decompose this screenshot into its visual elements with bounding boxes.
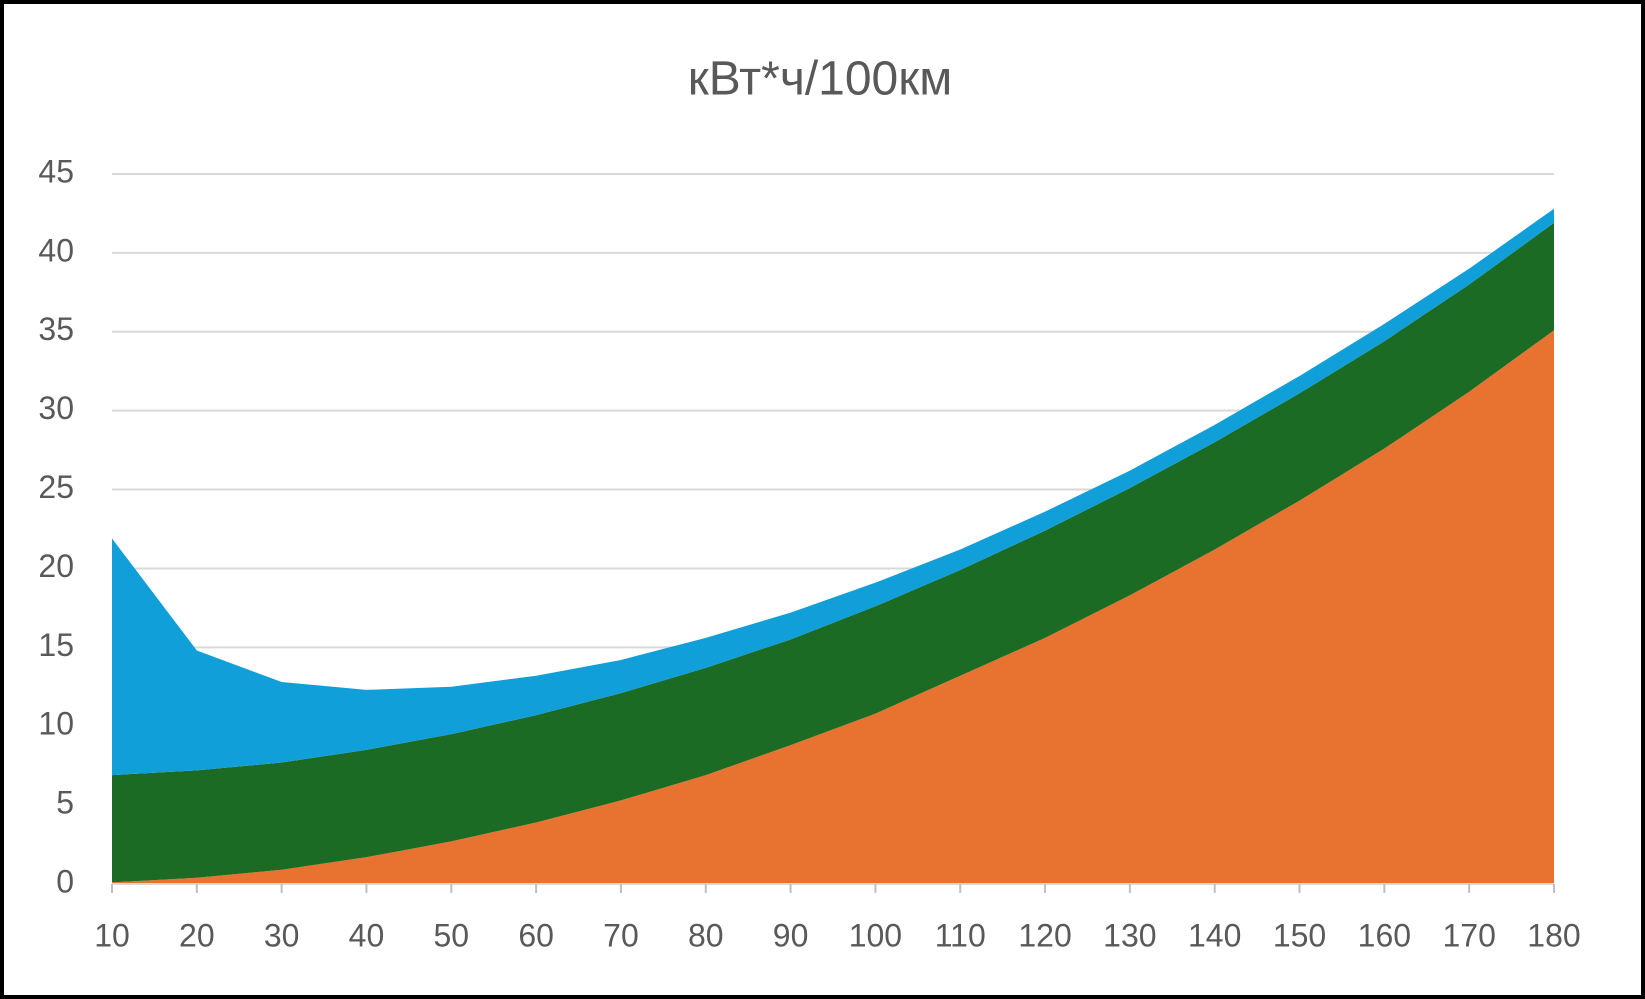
area [112, 222, 1554, 883]
y-tick-label: 15 [38, 627, 74, 663]
x-tick-label: 10 [94, 917, 130, 953]
area [112, 208, 1554, 776]
x-tick-label: 80 [688, 917, 724, 953]
x-tick-label: 170 [1442, 917, 1495, 953]
x-tick-label: 30 [264, 917, 300, 953]
y-tick-label: 45 [38, 153, 74, 189]
x-tick-label: 100 [849, 917, 902, 953]
y-tick-label: 0 [56, 863, 74, 899]
y-tick-label: 30 [38, 390, 74, 426]
x-tick-label: 130 [1103, 917, 1156, 953]
y-tick-label: 5 [56, 785, 74, 821]
x-tick-label: 40 [349, 917, 385, 953]
x-tick-label: 50 [433, 917, 469, 953]
y-tick-label: 10 [38, 706, 74, 742]
x-tick-label: 140 [1188, 917, 1241, 953]
x-tick-label: 110 [935, 917, 986, 953]
x-tick-label: 180 [1527, 917, 1580, 953]
y-tick-label: 40 [38, 232, 74, 268]
x-tick-label: 70 [603, 917, 639, 953]
chart-title: кВт*ч/100км [688, 53, 953, 106]
x-tick-label: 160 [1358, 917, 1411, 953]
y-tick-label: 25 [38, 469, 74, 505]
x-tick-label: 120 [1018, 917, 1071, 953]
x-tick-label: 90 [773, 917, 809, 953]
y-tick-label: 20 [38, 548, 74, 584]
x-tick-label: 150 [1273, 917, 1326, 953]
area [112, 330, 1554, 884]
y-tick-label: 35 [38, 311, 74, 347]
x-tick-label: 60 [518, 917, 554, 953]
x-tick-label: 20 [179, 917, 215, 953]
